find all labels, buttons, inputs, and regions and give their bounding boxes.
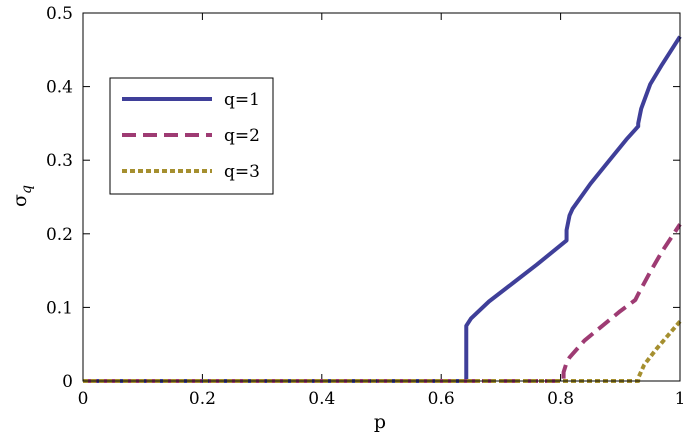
x-tick-label: 0.4 (308, 389, 335, 409)
x-tick-label: 0.6 (428, 389, 455, 409)
legend: q=1 q=2 q=3 (109, 77, 274, 195)
y-axis-label-subscript: q (19, 185, 35, 194)
series-line-q2 (83, 223, 682, 383)
legend-label-q2: q=2 (224, 126, 260, 146)
legend-label-q3: q=3 (224, 162, 260, 182)
x-tick-label: 1 (675, 389, 685, 409)
plot-frame (82, 12, 681, 382)
legend-entries: q=1 q=2 q=3 (122, 90, 260, 182)
y-tick-label: 0.5 (46, 4, 73, 24)
y-tick-label: 0 (62, 372, 73, 392)
series-line-q1 (83, 35, 682, 383)
series-line-q3 (83, 320, 682, 383)
y-tick-label: 0.2 (46, 225, 73, 245)
x-tick-label: 0 (78, 389, 89, 409)
y-axis-label: σq (9, 185, 35, 207)
y-tick-label: 0.1 (46, 298, 73, 318)
y-axis-label-symbol: σ (9, 194, 31, 207)
x-tick-label: 0.8 (547, 389, 574, 409)
x-tick-label: 0.2 (189, 389, 216, 409)
y-tick-label: 0.3 (46, 151, 73, 171)
y-tick-label: 0.4 (46, 78, 73, 98)
legend-label-q1: q=1 (224, 90, 260, 110)
ticks-layer: 0 0.2 0.4 0.6 0.8 1 0 0.1 0.2 0.3 0.4 0.5 (46, 4, 685, 409)
x-axis-label: p (374, 411, 386, 433)
